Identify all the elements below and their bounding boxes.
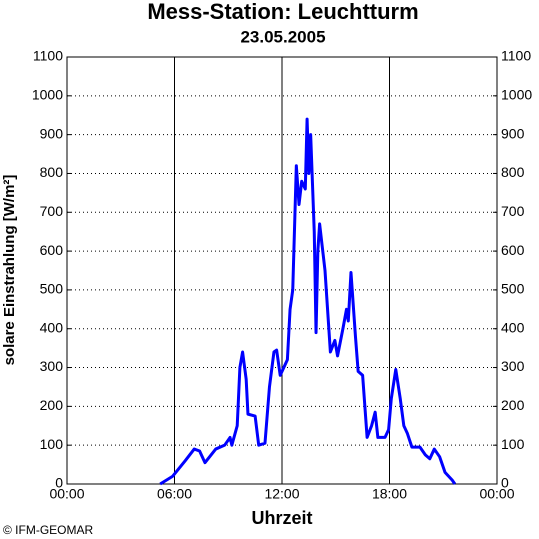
y-tick-label: 200 [40, 397, 64, 413]
plot-frame [66, 56, 498, 485]
y-axis-label: solare Einstrahlung [W/m²] [1, 175, 18, 366]
y-tick-label: 600 [40, 242, 64, 258]
y-tick-label: 400 [40, 319, 64, 335]
y2-tick-label: 500 [501, 281, 525, 297]
credit: © IFM-GEOMAR [3, 523, 94, 537]
y-tick-label: 700 [40, 203, 64, 219]
y-tick-label: 100 [40, 436, 64, 452]
x-tick-label: 00:00 [479, 486, 514, 502]
y2-tick-label: 1000 [501, 87, 532, 103]
chart-title: Mess-Station: Leuchtturm [147, 0, 418, 24]
y2-tick-label: 800 [501, 164, 525, 180]
x-tick-label: 00:00 [49, 486, 84, 502]
y2-tick-label: 400 [501, 319, 525, 335]
y-tick-label: 0 [55, 475, 63, 491]
chart-subtitle: 23.05.2005 [240, 27, 325, 46]
x-tick-label: 06:00 [157, 486, 192, 502]
y2-tick-label: 0 [501, 475, 509, 491]
y-tick-label: 1000 [32, 87, 63, 103]
y2-tick-label: 200 [501, 397, 525, 413]
y-tick-label: 800 [40, 164, 64, 180]
x-tick-label: 18:00 [372, 486, 407, 502]
x-tick-label: 12:00 [264, 486, 299, 502]
y2-tick-label: 600 [501, 242, 525, 258]
y-tick-label: 500 [40, 281, 64, 297]
y2-tick-label: 1100 [501, 48, 531, 64]
data-line [159, 117, 457, 486]
y2-tick-label: 300 [501, 358, 525, 374]
y2-tick-label: 700 [501, 203, 525, 219]
x-axis-label: Uhrzeit [251, 508, 312, 528]
y-tick-label: 900 [40, 125, 64, 141]
y-tick-label: 300 [40, 358, 64, 374]
y2-tick-label: 900 [501, 125, 525, 141]
y-tick-label: 1100 [33, 48, 63, 64]
y2-tick-label: 100 [501, 436, 525, 452]
